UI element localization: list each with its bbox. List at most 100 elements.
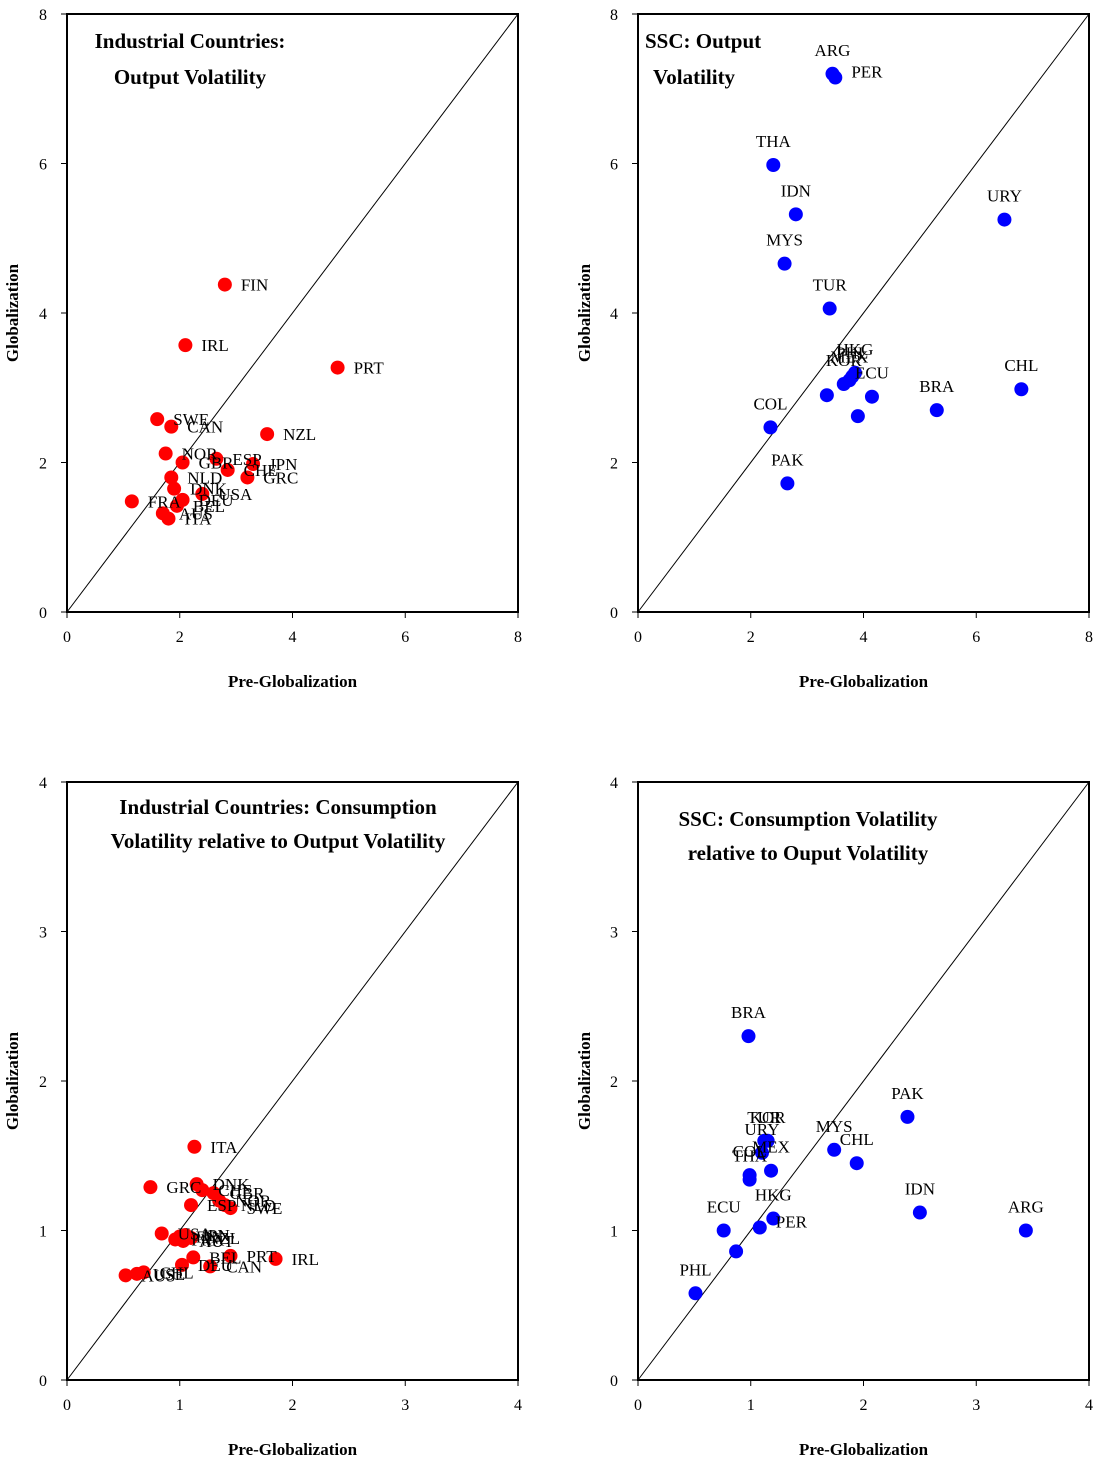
point-label: DEU <box>199 491 234 510</box>
diagonal-line <box>66 13 519 613</box>
data-point <box>788 207 803 222</box>
point-label: PHL <box>679 1260 711 1279</box>
data-point <box>209 451 224 466</box>
y-axis-label: Globalization <box>3 1031 22 1130</box>
point-label: BEL <box>193 497 225 516</box>
x-tick-label: 4 <box>289 629 297 646</box>
data-point <box>755 1145 770 1160</box>
panel-ssc-output: 00 2 2 4 4 6 6 8 8 Pre-Globalization Globalization… <box>575 7 1093 691</box>
point-label: GRC <box>166 1178 201 1197</box>
point-label: PAK <box>891 1084 924 1103</box>
x-tick-label: 3 <box>401 1397 409 1414</box>
point-label: DEU <box>198 1256 233 1275</box>
point-label: IRL <box>201 336 228 355</box>
x-tick-label: 6 <box>401 629 409 646</box>
point-label: TUR <box>813 276 848 295</box>
point-label: JPN <box>269 455 297 474</box>
point-label: MYS <box>766 231 803 250</box>
point-label: SWE <box>246 1199 282 1218</box>
point-label: USE <box>153 1265 185 1284</box>
x-tick-label: 0 <box>634 1397 642 1414</box>
point-label: IDN <box>905 1180 935 1199</box>
data-point <box>124 494 139 509</box>
chart-title: Industrial Countries: <box>95 29 286 53</box>
data-point <box>688 1286 703 1301</box>
y-axis-label: Globalization <box>575 1031 594 1130</box>
diagonal-line <box>637 781 1090 1381</box>
point-label: IDN <box>781 181 811 200</box>
chart-title: SSC: Output <box>645 29 761 53</box>
x-axis-label: Pre-Globalization <box>228 672 358 691</box>
x-tick-label: 2 <box>176 629 184 646</box>
data-point <box>741 1029 756 1044</box>
point-label: DNK <box>190 480 228 499</box>
point-label: NLD <box>187 468 222 487</box>
point-label: NZL <box>283 425 316 444</box>
point-label: ITA <box>210 1138 238 1157</box>
data-point <box>186 1250 201 1265</box>
chart-title: Volatility <box>653 65 736 89</box>
point-label: THA <box>732 1147 768 1166</box>
point-label: PER <box>851 63 883 82</box>
data-point <box>246 456 261 471</box>
point-label: CAN <box>187 418 223 437</box>
x-tick-label: 6 <box>972 629 980 646</box>
data-point <box>136 1265 151 1280</box>
point-label: PAK <box>771 450 804 469</box>
data-point <box>828 70 843 85</box>
data-point <box>158 446 173 461</box>
data-point <box>912 1205 927 1220</box>
point-label: THA <box>756 132 792 151</box>
diagonal-line <box>66 781 519 1381</box>
point-label: NOR <box>182 445 219 464</box>
x-tick-label: 2 <box>289 1397 297 1414</box>
point-label: URY <box>987 187 1022 206</box>
point-label: AUS <box>179 504 213 523</box>
data-point <box>729 1244 744 1259</box>
data-point <box>175 455 190 470</box>
point-label: ARG <box>1008 1198 1044 1217</box>
data-point <box>836 377 851 392</box>
data-point <box>766 1211 781 1226</box>
data-point <box>175 1257 190 1272</box>
y-tick-label: 3 <box>39 925 47 942</box>
point-label: NOR <box>235 1192 272 1211</box>
point-label: NZL <box>207 1229 240 1248</box>
data-point <box>169 498 184 513</box>
data-point <box>780 476 795 491</box>
y-axis-label: Globalization <box>3 263 22 362</box>
point-label: FIN <box>241 276 268 295</box>
y-tick-label: 2 <box>610 456 618 473</box>
point-label: AUS <box>142 1266 176 1285</box>
data-point <box>900 1109 915 1124</box>
point-label: MYS <box>816 1117 853 1136</box>
x-tick-label: 4 <box>514 1397 522 1414</box>
data-point <box>1018 1223 1033 1238</box>
data-point <box>184 1198 199 1213</box>
data-point <box>766 157 781 172</box>
point-label: BRA <box>919 377 955 396</box>
data-point <box>819 388 834 403</box>
x-tick-label: 4 <box>1085 1397 1093 1414</box>
data-point <box>764 1163 779 1178</box>
point-label: JPN <box>201 1226 229 1245</box>
point-label: DNK <box>213 1175 251 1194</box>
point-label: CHL <box>160 1263 194 1282</box>
chart-title: Industrial Countries: Consumption <box>119 795 437 819</box>
point-label: ITA <box>184 510 212 529</box>
data-point <box>178 338 193 353</box>
x-axis-label: Pre-Globalization <box>228 1440 358 1459</box>
point-label: IRL <box>292 1250 319 1269</box>
point-label: CHL <box>1004 356 1038 375</box>
y-tick-label: 1 <box>610 1224 618 1241</box>
x-tick-label: 1 <box>176 1397 184 1414</box>
point-label: CHE <box>244 461 278 480</box>
y-tick-label: 4 <box>610 306 618 323</box>
y-tick-label: 4 <box>39 775 47 792</box>
data-point <box>760 1133 775 1148</box>
data-point <box>118 1268 133 1283</box>
data-point <box>742 1172 757 1187</box>
x-tick-label: 4 <box>860 629 868 646</box>
chart-title: Output Volatility <box>114 65 267 89</box>
point-label: PRT <box>354 359 385 378</box>
